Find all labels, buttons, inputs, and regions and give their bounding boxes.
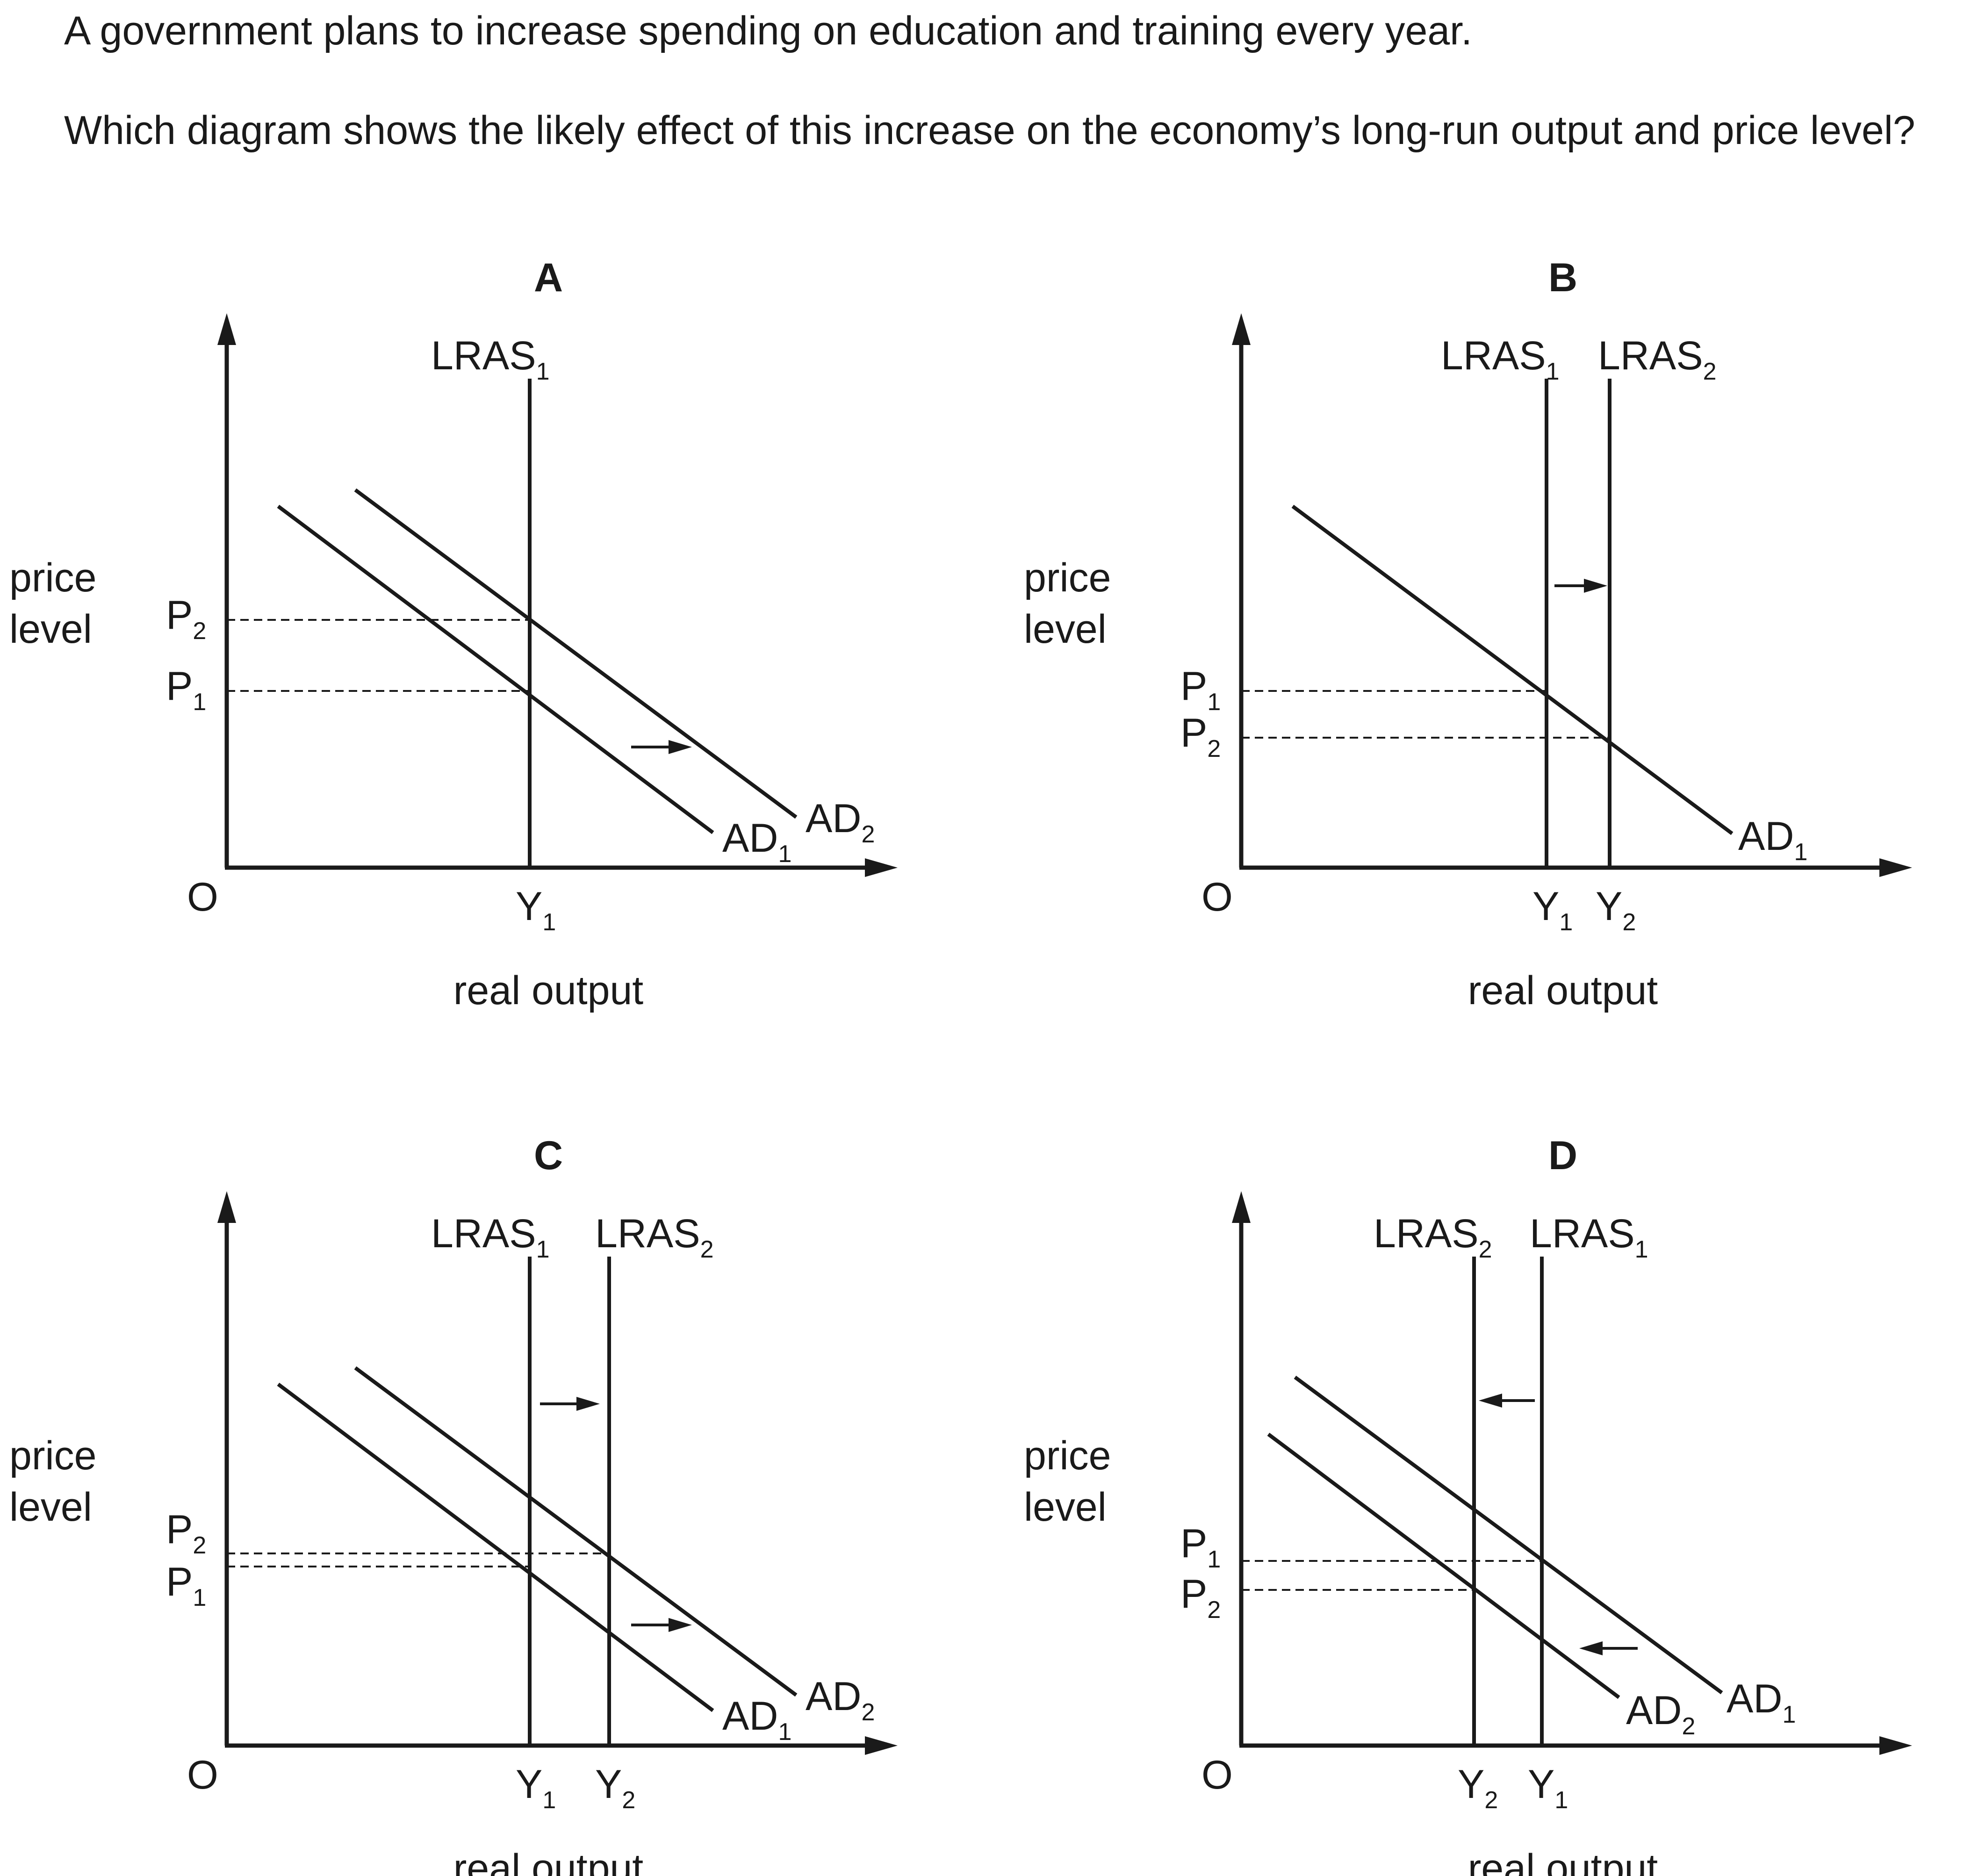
diagram-b-y2-label: Y2 [1596, 884, 1636, 936]
question-prompt: Which diagram shows the likely effect of… [64, 108, 1915, 153]
diagram-d-lras-shift-arrow [1479, 1394, 1535, 1408]
diagram-a-x-axis-arrowhead [865, 858, 898, 877]
diagram-a-ad-shift-arrow [631, 740, 692, 754]
diagram-c-ad-shift-arrow [631, 1618, 692, 1632]
diagram-b-origin: O [1201, 875, 1233, 920]
diagram-c-ylabel-line1: price [9, 1433, 96, 1478]
diagram-c-p1-label: P1 [166, 1560, 206, 1611]
diagram-a-ad2-line [354, 488, 798, 819]
diagram-d-ad1-line [1294, 1375, 1723, 1695]
diagram-c-ad2-label: AD2 [806, 1674, 875, 1726]
diagram-d: D price level O real output LRAS2 LRAS1 … [1024, 1133, 1912, 1876]
diagram-a-ad1-line [277, 504, 714, 834]
diagram-a-title: A [534, 255, 563, 300]
diagram-d-origin: O [1201, 1753, 1233, 1797]
diagram-d-ad2-line [1267, 1432, 1620, 1699]
diagram-d-lras2-label: LRAS2 [1374, 1211, 1492, 1263]
diagram-c-ylabel-line2: level [9, 1485, 92, 1530]
diagram-c-lras-shift-arrow [540, 1397, 600, 1411]
diagram-a-p2-label: P2 [166, 593, 206, 645]
diagram-b-lras2-label: LRAS2 [1598, 333, 1717, 385]
diagram-b-y-axis-arrowhead [1232, 313, 1251, 345]
diagram-c-xlabel: real output [453, 1846, 644, 1876]
diagram-b-lras-shift-arrow [1554, 579, 1607, 593]
diagram-a-xlabel: real output [453, 968, 644, 1013]
diagram-c-x-axis-arrowhead [865, 1736, 898, 1755]
diagram-a-ad2-label: AD2 [806, 796, 875, 848]
diagram-c: C price level O real output LRAS1 LRAS2 … [9, 1133, 898, 1876]
question-intro: A government plans to increase spending … [64, 8, 1472, 53]
diagram-a: A price level O real output LRAS1 AD1 AD… [9, 255, 898, 1013]
diagram-d-ad1-label: AD1 [1727, 1676, 1796, 1728]
diagram-a-ad1-label: AD1 [722, 816, 791, 868]
diagram-b-lras1-label: LRAS1 [1441, 333, 1560, 385]
diagram-a-origin: O [187, 875, 218, 920]
diagram-d-p1-label: P1 [1180, 1521, 1221, 1573]
diagram-c-ad1-line [277, 1382, 714, 1712]
diagram-a-y-axis-arrowhead [217, 313, 236, 345]
diagram-a-ylabel-line2: level [9, 607, 92, 652]
diagram-c-y1-label: Y1 [516, 1762, 556, 1814]
diagram-d-title: D [1548, 1133, 1577, 1178]
diagram-d-ad-shift-arrow [1579, 1641, 1638, 1655]
diagram-d-xlabel: real output [1468, 1846, 1658, 1876]
diagram-a-p1-label: P1 [166, 664, 206, 716]
diagram-b-ad1-line [1291, 504, 1734, 835]
diagram-c-origin: O [187, 1753, 218, 1797]
diagram-c-y-axis-arrowhead [217, 1191, 236, 1223]
diagram-d-ylabel-line2: level [1024, 1485, 1107, 1530]
diagram-d-lras1-label: LRAS1 [1530, 1211, 1648, 1263]
diagram-b-ylabel-line2: level [1024, 607, 1107, 652]
diagram-c-y2-label: Y2 [595, 1762, 635, 1814]
diagram-b-xlabel: real output [1468, 968, 1658, 1013]
diagram-d-y-axis-arrowhead [1232, 1191, 1251, 1223]
diagram-b-title: B [1548, 255, 1577, 300]
diagram-c-lras2-label: LRAS2 [595, 1211, 714, 1263]
diagram-d-p2-label: P2 [1180, 1572, 1221, 1624]
diagram-a-y1-label: Y1 [516, 884, 556, 936]
diagram-c-lras1-label: LRAS1 [431, 1211, 550, 1263]
diagram-d-y1-label: Y1 [1528, 1762, 1568, 1814]
diagram-d-ylabel-line1: price [1024, 1433, 1111, 1478]
diagram-b-ylabel-line1: price [1024, 555, 1111, 600]
diagram-b-x-axis-arrowhead [1879, 858, 1912, 877]
diagram-c-p2-label: P2 [166, 1507, 206, 1559]
diagram-b-y1-label: Y1 [1532, 884, 1573, 936]
diagram-c-title: C [534, 1133, 563, 1178]
diagram-b: B price level O real output LRAS1 LRAS2 … [1024, 255, 1912, 1013]
diagram-d-y2-label: Y2 [1458, 1762, 1498, 1814]
diagram-d-x-axis-arrowhead [1879, 1736, 1912, 1755]
diagram-b-p1-label: P1 [1180, 664, 1221, 716]
diagram-d-ad2-label: AD2 [1626, 1688, 1695, 1740]
diagram-a-lras1-label: LRAS1 [431, 333, 550, 385]
diagram-b-ad1-label: AD1 [1738, 814, 1807, 866]
diagram-c-ad2-line [354, 1366, 798, 1697]
diagram-a-ylabel-line1: price [9, 555, 96, 600]
diagram-b-p2-label: P2 [1180, 711, 1221, 762]
diagram-c-ad1-label: AD1 [722, 1694, 791, 1746]
